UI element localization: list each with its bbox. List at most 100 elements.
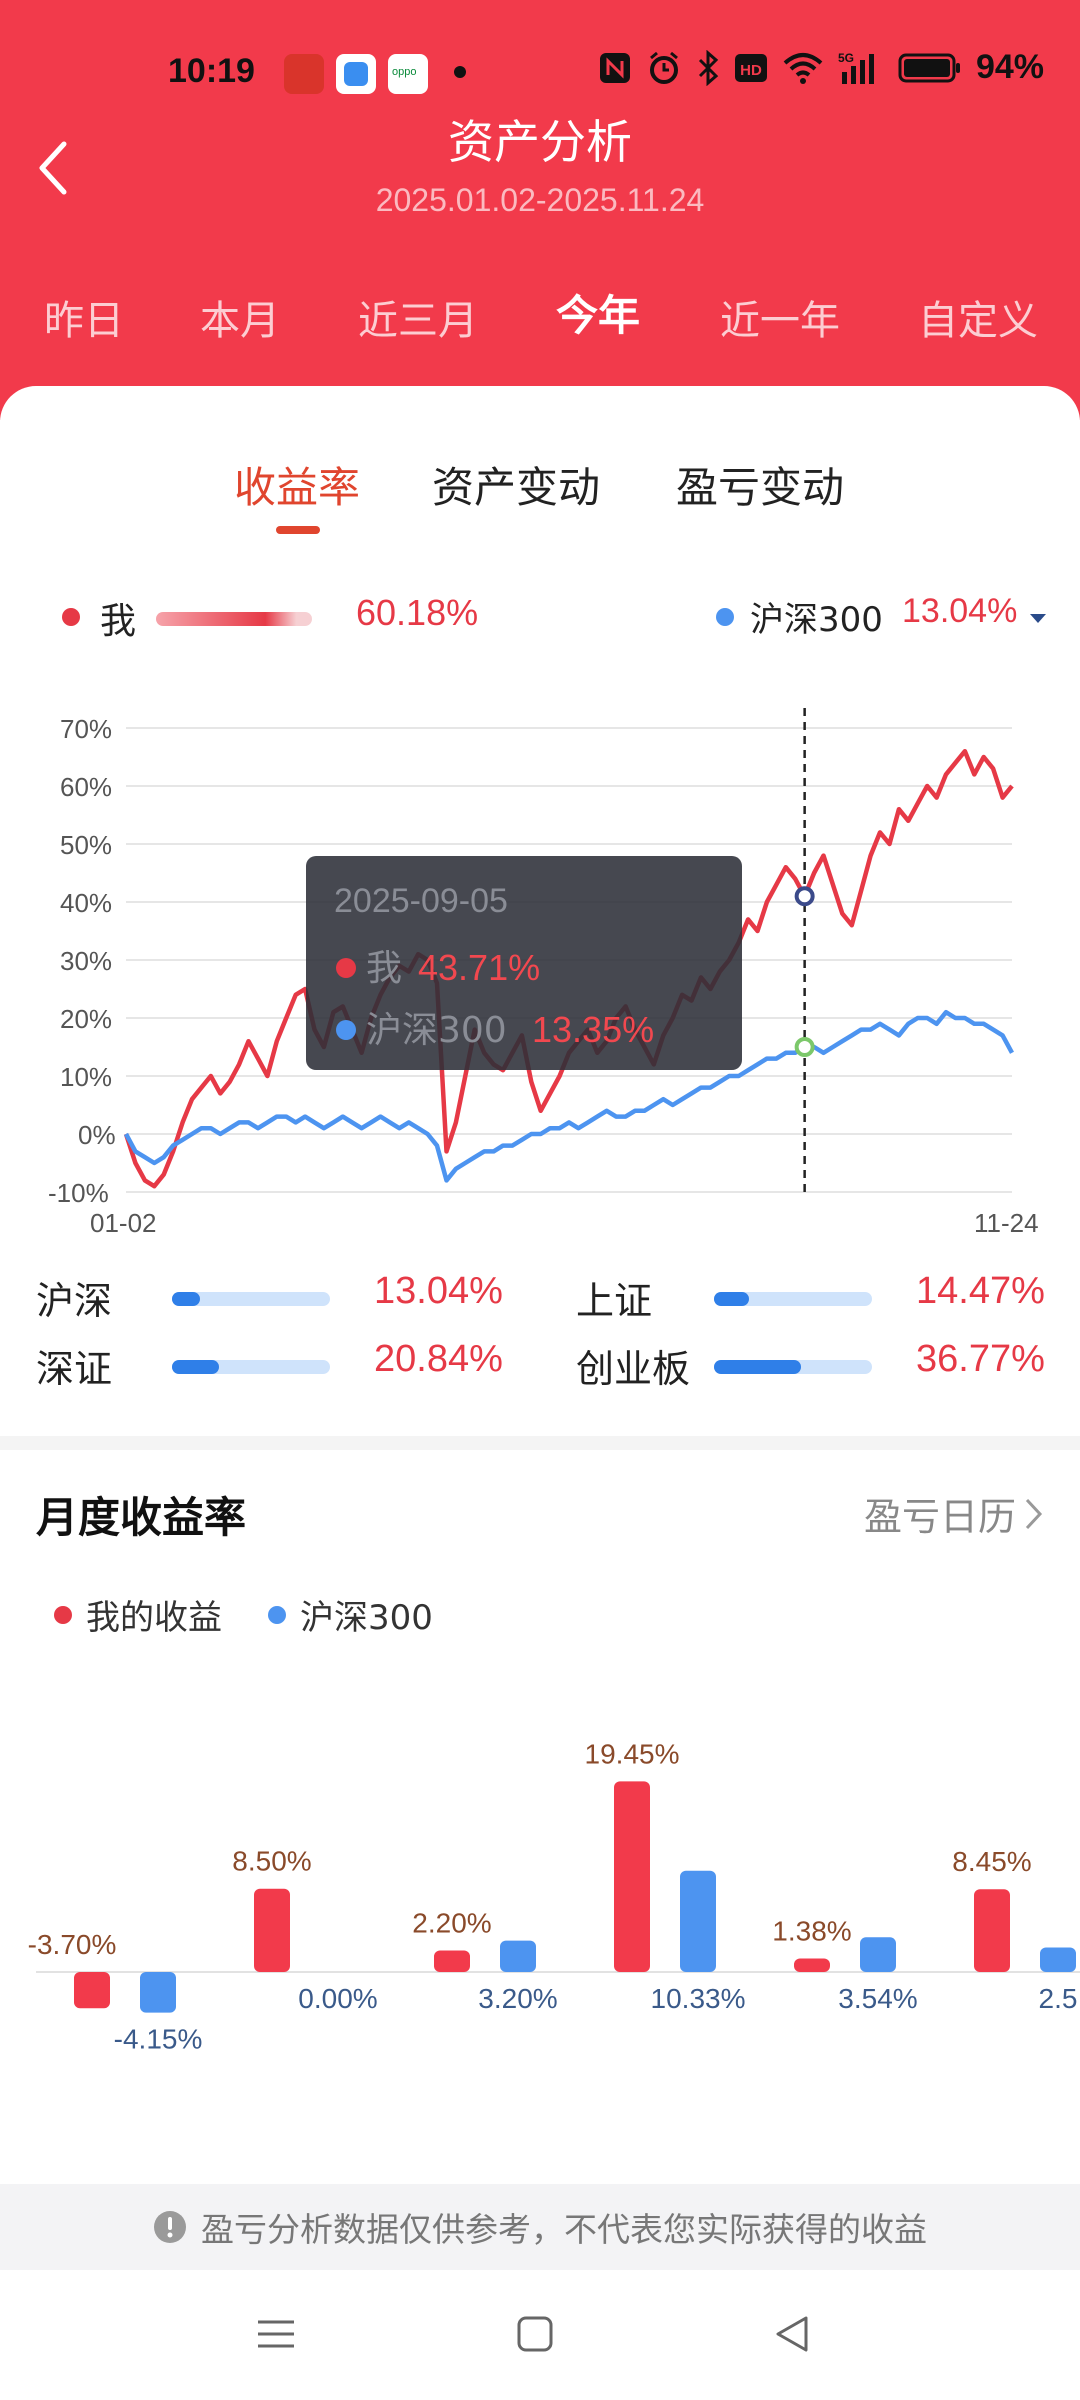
disclaimer-text: 盈亏分析数据仅供参考，不代表您实际获得的收益	[201, 2210, 927, 2249]
my-return-dot	[54, 1605, 72, 1624]
back-nav-icon[interactable]	[772, 2314, 812, 2354]
status-bar: 10:19 oppo HD 5G 94%	[0, 48, 1080, 98]
my-return-bar	[794, 1958, 830, 1972]
subtab-return-rate[interactable]: 收益率	[234, 463, 361, 512]
compare-track	[172, 1360, 330, 1374]
benchmark-legend-label[interactable]: 沪深300	[750, 600, 883, 640]
menu-nav-icon[interactable]	[256, 2314, 296, 2354]
compare-name: 创业板	[576, 1347, 691, 1391]
compare-value: 14.47%	[916, 1270, 1045, 1312]
compare-value: 20.84%	[374, 1338, 503, 1380]
wifi-icon	[783, 52, 823, 84]
subtab-asset-change[interactable]: 资产变动	[432, 463, 601, 512]
svg-text:HD: HD	[740, 62, 762, 79]
period-tabs: 昨日 本月 近三月 今年 近一年 自定义	[0, 288, 1080, 348]
my-return-bar-label: 19.45%	[585, 1738, 680, 1769]
tab-one-year[interactable]: 近一年	[720, 298, 840, 344]
return-line-chart[interactable]: 70% 60% 50% 40% 30% 20% 10% 0% -10%01-02 11-24 202…	[0, 680, 1080, 1240]
tooltip-me-value: 43.71%	[418, 947, 540, 988]
tab-yesterday[interactable]: 昨日	[44, 298, 124, 344]
y-tick-label: 30%	[60, 946, 112, 976]
battery-percent: 94%	[975, 48, 1044, 86]
compare-fill	[714, 1292, 749, 1306]
tab-this-year[interactable]: 今年	[556, 291, 641, 340]
compare-value: 13.04%	[374, 1270, 503, 1312]
hs300-marker	[794, 1037, 815, 1057]
info-icon	[154, 2211, 186, 2243]
profit-calendar-label: 盈亏日历	[863, 1495, 1016, 1539]
my-return-bar	[74, 1972, 110, 2009]
compare-row-hs: 沪深 13.04%	[36, 1270, 506, 1324]
tab-three-months[interactable]: 近三月	[358, 298, 478, 344]
battery-icon	[898, 53, 960, 82]
me-legend-bar	[156, 612, 312, 626]
date-range: 2025.01.02-2025.11.24	[375, 182, 705, 218]
tooltip-bm-value: 13.35%	[532, 1009, 654, 1050]
hs300-bar	[860, 1937, 896, 1972]
y-tick-label: 60%	[60, 772, 112, 802]
compare-track	[714, 1292, 872, 1306]
hs300-bar-label: 3.54%	[838, 1983, 917, 2014]
chart-legend: 我 60.18% 沪深300 13.04%	[0, 592, 1080, 642]
subtab-profit-change[interactable]: 盈亏变动	[676, 463, 845, 512]
signal-icon: 5G	[838, 51, 874, 84]
chart-tooltip: 2025-09-05 我 43.71% 沪深300 13.35%	[306, 856, 742, 1070]
bluetooth-icon	[698, 49, 719, 86]
benchmark-return-value: 13.04%	[902, 592, 1018, 630]
me-legend-label: 我	[100, 601, 137, 642]
hs300-bar	[140, 1972, 176, 2013]
monthly-bar-chart[interactable]: -3.70% -4.15% 8.50% 0.00% 2.20% 3.20% 19.45% 10…	[0, 1700, 1080, 2080]
compare-row-cyb: 创业板 36.77%	[576, 1338, 1046, 1392]
tab-this-month[interactable]: 本月	[200, 298, 280, 344]
y-tick-label: 20%	[60, 1004, 112, 1034]
tooltip-date: 2025-09-05	[334, 882, 508, 920]
home-nav-icon[interactable]	[516, 2314, 554, 2354]
profit-calendar-link[interactable]: 盈亏日历	[864, 1486, 1044, 1541]
back-arrow-icon[interactable]	[34, 138, 74, 198]
compare-track	[172, 1292, 330, 1306]
compare-row-sz: 深证 20.84%	[36, 1338, 506, 1392]
oppo-notification-icon: oppo	[388, 54, 428, 94]
more-notifications-icon	[454, 66, 466, 78]
me-return-value: 60.18%	[356, 592, 479, 633]
y-tick-label: 50%	[60, 830, 112, 860]
my-return-bar-label: 8.50%	[232, 1846, 311, 1877]
tooltip-me-label: 我	[366, 948, 402, 989]
tooltip-me-dot	[336, 958, 356, 978]
compare-name: 深证	[36, 1347, 113, 1391]
my-return-bar-label: -3.70%	[28, 1929, 117, 1960]
hs300-bar-label: 3.20%	[478, 1983, 557, 2014]
hs300-line	[124, 1009, 1014, 1183]
my-return-bar	[434, 1950, 470, 1972]
compare-fill	[172, 1360, 220, 1374]
alarm-icon	[649, 51, 678, 84]
hs300-bar-label: 0.00%	[298, 1983, 377, 2014]
monthly-legend: 我的收益 沪深300	[54, 1590, 433, 1639]
my-return-bar-label: 2.20%	[412, 1907, 491, 1938]
hs300-bar	[500, 1940, 536, 1972]
compare-track	[714, 1360, 872, 1374]
compare-value: 36.77%	[916, 1338, 1045, 1380]
hs300-bar-label: 10.33%	[651, 1983, 746, 2014]
my-return-bar	[974, 1889, 1010, 1972]
monthly-return-title: 月度收益率	[36, 1493, 247, 1542]
my-return-legend-label: 我的收益	[86, 1598, 222, 1638]
my-return-marker	[794, 886, 815, 907]
hs300-bar	[1040, 1947, 1076, 1972]
tab-custom[interactable]: 自定义	[918, 298, 1038, 344]
y-tick-label: -10%	[48, 1178, 109, 1208]
my-return-bar-label: 8.45%	[952, 1846, 1031, 1877]
hs300-bar-label: -4.15%	[114, 2024, 203, 2055]
compare-fill	[714, 1360, 801, 1374]
browser-notification-icon	[336, 54, 376, 94]
y-tick-label: 70%	[60, 714, 112, 744]
tooltip-bm-label: 沪深300	[366, 1010, 507, 1051]
status-time: 10:19	[168, 52, 255, 90]
me-legend-dot	[62, 608, 80, 626]
app-notification-icon	[284, 54, 324, 94]
benchmark-dropdown-icon[interactable]	[1028, 612, 1048, 626]
compare-fill	[172, 1292, 201, 1306]
active-subtab-indicator	[276, 526, 320, 534]
benchmark-legend-dot	[716, 608, 734, 626]
chevron-right-icon	[1025, 1498, 1043, 1529]
